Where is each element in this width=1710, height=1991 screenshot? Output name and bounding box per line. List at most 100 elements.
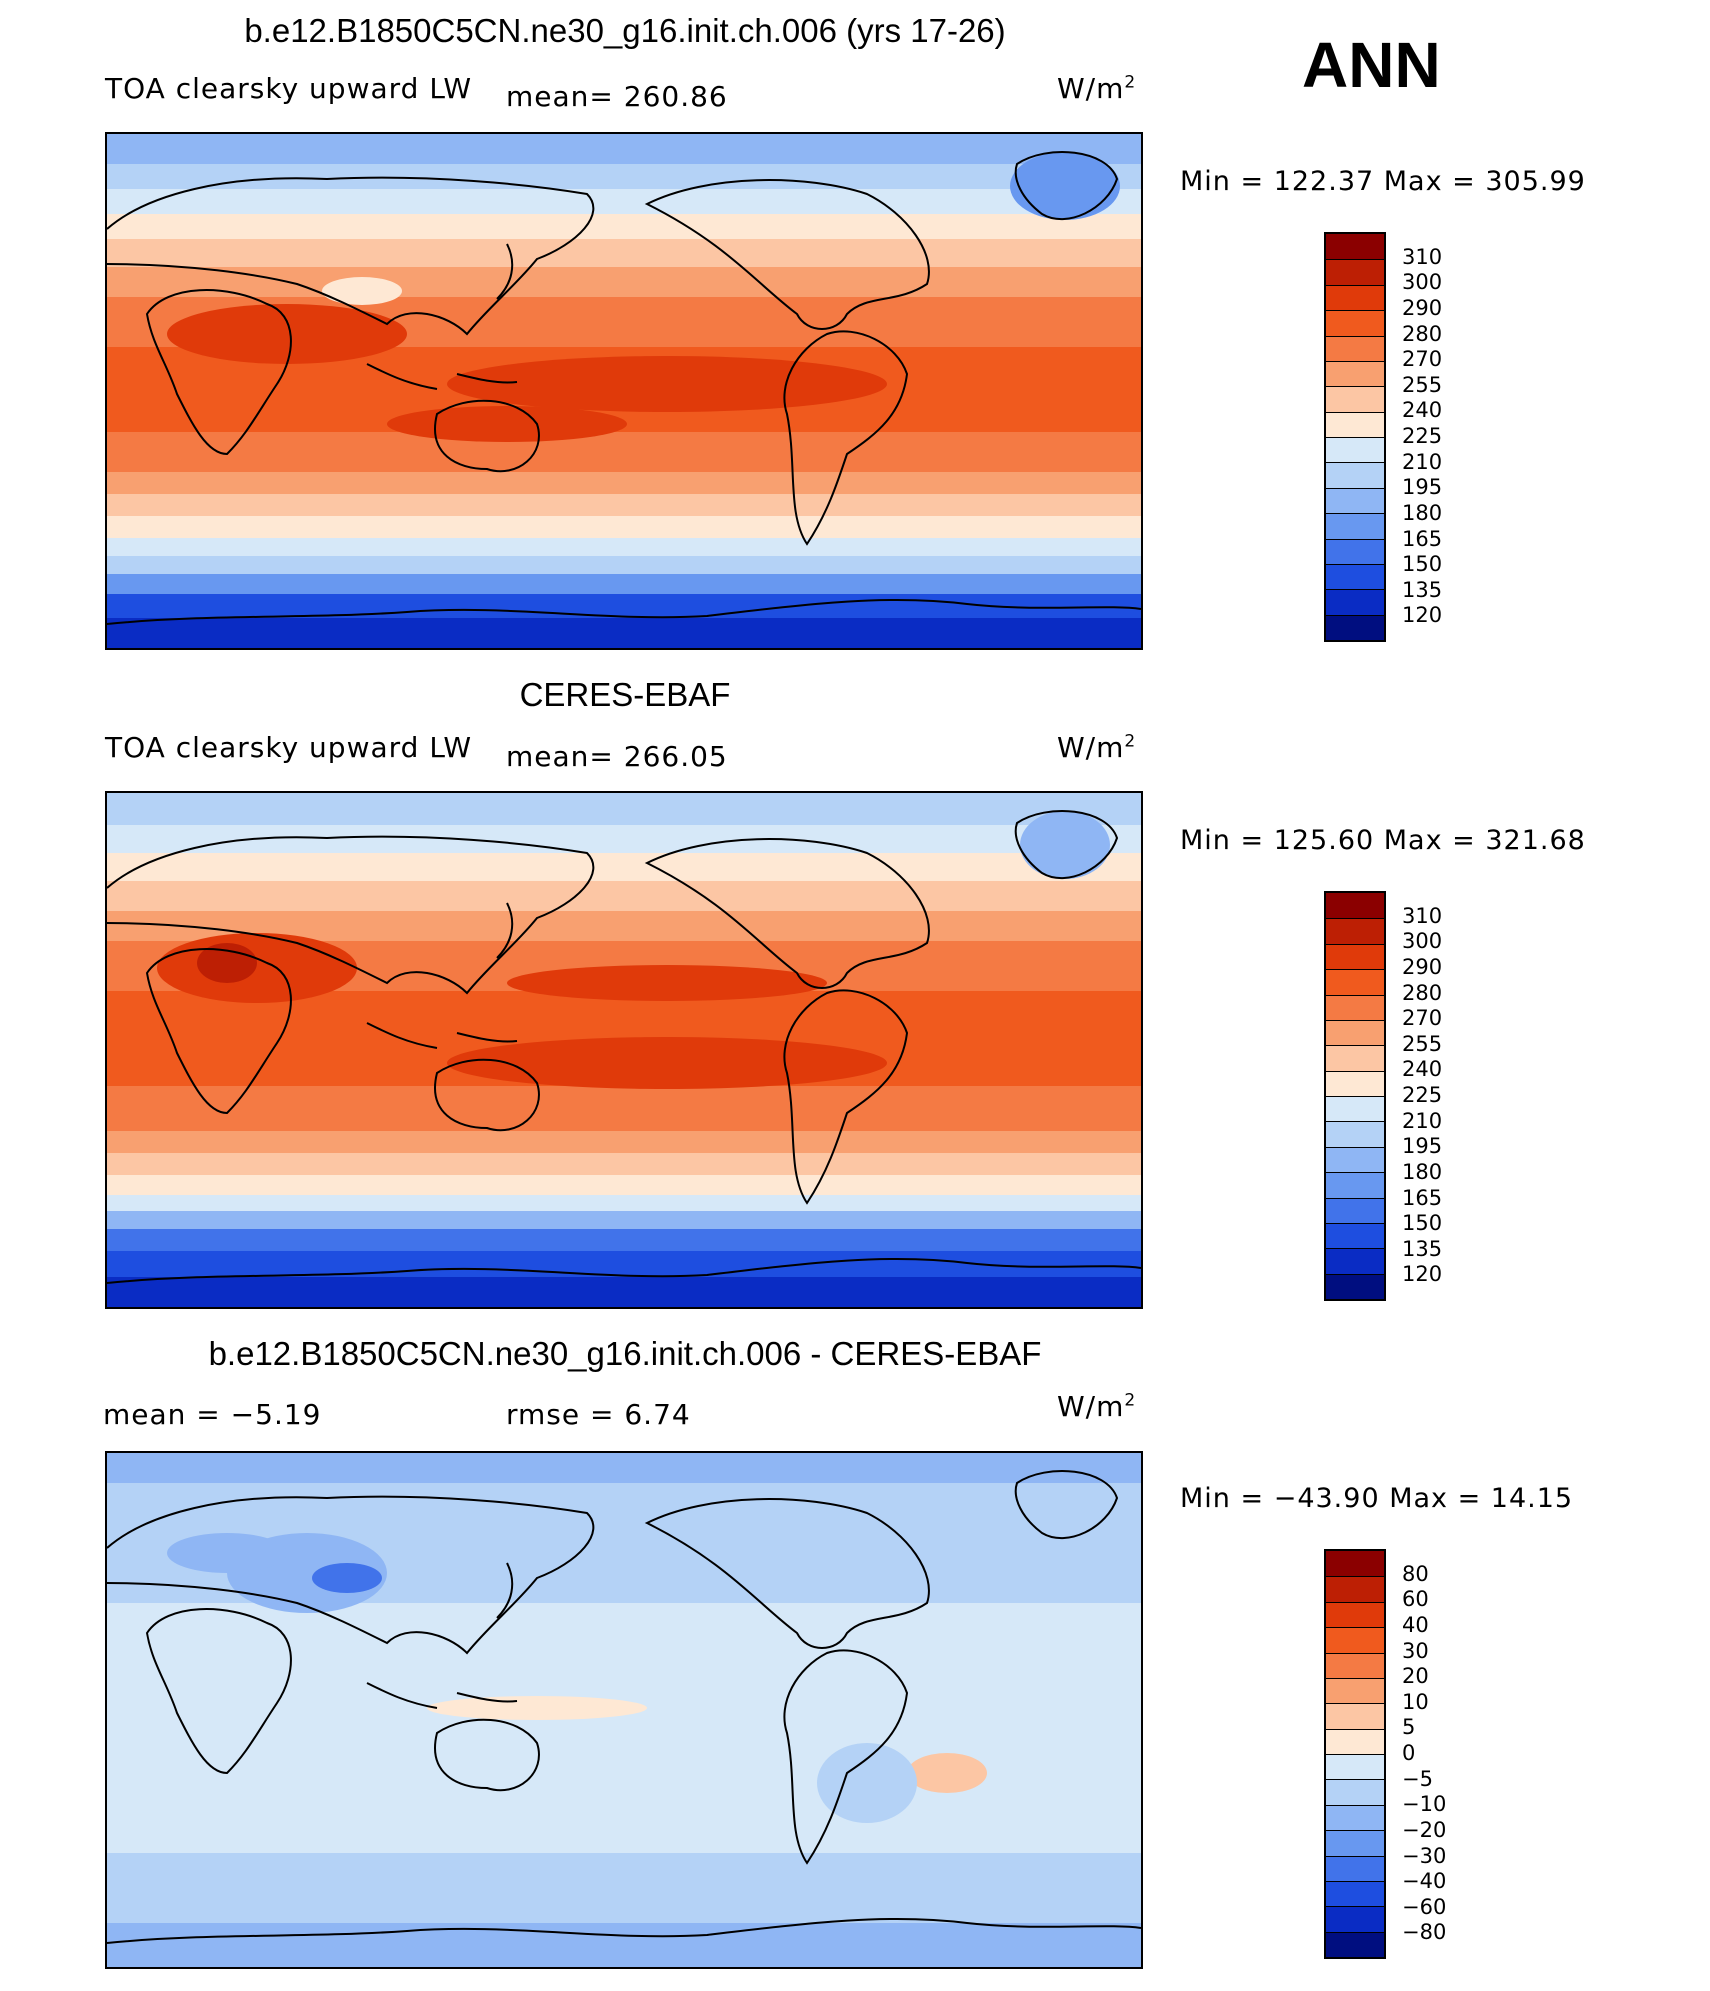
colorbar-segment bbox=[1326, 918, 1384, 944]
colorbar-segment bbox=[1326, 513, 1384, 539]
colorbar-segment bbox=[1326, 1627, 1384, 1653]
colorbar-tick-label: 270 bbox=[1402, 347, 1443, 372]
coastline-eurasia bbox=[107, 835, 595, 995]
colorbar-segment bbox=[1326, 1906, 1384, 1932]
panel3-minmax: Min = −43.90 Max = 14.15 bbox=[1180, 1483, 1574, 1514]
colorbar-tick-label: 210 bbox=[1402, 1108, 1443, 1133]
colorbar-tick-label: 0 bbox=[1402, 1741, 1416, 1765]
colorbar-segment bbox=[1326, 1019, 1384, 1046]
colorbar-segment bbox=[1326, 1931, 1384, 1957]
colorbar-segment bbox=[1326, 411, 1384, 437]
colorbar-tick-label: 180 bbox=[1402, 500, 1443, 525]
coastline-eurasia bbox=[107, 176, 595, 336]
colorbar-tick-label: 10 bbox=[1402, 1689, 1429, 1714]
colorbar-tick-label: 290 bbox=[1402, 295, 1443, 320]
colorbar-tick-label: 240 bbox=[1402, 398, 1443, 423]
colorbar-tick-label: 40 bbox=[1402, 1612, 1429, 1637]
colorbar-tick-label: 135 bbox=[1402, 577, 1443, 602]
colorbar-segment bbox=[1326, 1070, 1384, 1096]
colorbar-tick-label: 225 bbox=[1402, 424, 1443, 448]
panel3-title: b.e12.B1850C5CN.ne30_g16.init.ch.006 - C… bbox=[208, 1335, 1042, 1372]
colorbar-tick-label: 180 bbox=[1402, 1159, 1443, 1184]
coastline-south-america bbox=[783, 1649, 909, 1865]
coastline-greenland bbox=[1014, 810, 1119, 879]
colorbar-segment bbox=[1326, 1677, 1384, 1704]
coastline-antarctica bbox=[107, 1917, 1141, 1944]
colorbar-segment bbox=[1326, 1121, 1384, 1147]
coastline-greenland bbox=[1014, 151, 1119, 220]
colorbar-tick-label: 5 bbox=[1402, 1715, 1416, 1740]
panel2-title: CERES-EBAF bbox=[519, 676, 731, 713]
colorbar-tick-label: −20 bbox=[1402, 1817, 1447, 1842]
colorbar-segment bbox=[1326, 1779, 1384, 1805]
colorbar-segment bbox=[1326, 310, 1384, 336]
colorbar-segment bbox=[1326, 994, 1384, 1020]
coastline-africa bbox=[145, 1608, 292, 1775]
colorbar-segment bbox=[1326, 462, 1384, 488]
colorbar-segment bbox=[1326, 386, 1384, 412]
colorbar-segment bbox=[1326, 1754, 1384, 1780]
panel2-colorbar-labels: 310 300 290 280 270 255 240 225 210 195 180 165 150 1… bbox=[1402, 891, 1482, 1301]
panel1-map bbox=[105, 132, 1143, 650]
colorbar-tick-label: 240 bbox=[1402, 1057, 1443, 1082]
colorbar-tick-label: 300 bbox=[1402, 270, 1443, 295]
colorbar-tick-label: 80 bbox=[1402, 1561, 1429, 1586]
colorbar-segment bbox=[1326, 284, 1384, 311]
colorbar-segment bbox=[1326, 969, 1384, 995]
colorbar-segment bbox=[1326, 1576, 1384, 1602]
colorbar-tick-label: −10 bbox=[1402, 1792, 1447, 1817]
coastline-japan bbox=[496, 1562, 514, 1619]
colorbar-segment bbox=[1326, 893, 1384, 919]
colorbar-segment bbox=[1326, 1880, 1384, 1907]
coastline-greenland bbox=[1014, 1470, 1119, 1539]
colorbar-tick-label: 270 bbox=[1402, 1006, 1443, 1031]
coastline-north-america bbox=[644, 1498, 930, 1649]
colorbar-segment bbox=[1326, 538, 1384, 564]
panel1-colorbar bbox=[1324, 232, 1386, 642]
panel1-minmax: Min = 122.37 Max = 305.99 bbox=[1180, 166, 1586, 197]
colorbar-tick-label: 280 bbox=[1402, 980, 1443, 1005]
colorbar-segment bbox=[1326, 1855, 1384, 1881]
colorbar-segment bbox=[1326, 259, 1384, 285]
colorbar-segment bbox=[1326, 1248, 1384, 1274]
colorbar-segment bbox=[1326, 1222, 1384, 1249]
colorbar-tick-label: 195 bbox=[1402, 1134, 1443, 1159]
coastline-japan bbox=[496, 243, 514, 300]
colorbar-segment bbox=[1326, 1551, 1384, 1577]
coastline-eurasia bbox=[107, 1495, 595, 1655]
panel3-rmse: rmse = 6.74 bbox=[506, 1398, 691, 1431]
panel3-colorbar-labels: 80 60 40 30 20 10 5 0 −5 −10 −20 −30 −40 −60 −80 bbox=[1402, 1549, 1482, 1959]
panel2-minmax: Min = 125.60 Max = 321.68 bbox=[1180, 825, 1586, 856]
coastline-south-america bbox=[783, 330, 909, 546]
coastline-north-america bbox=[644, 838, 930, 989]
colorbar-tick-label: 135 bbox=[1402, 1236, 1443, 1261]
coastline-south-america bbox=[783, 989, 909, 1205]
panel3-mean: mean = −5.19 bbox=[103, 1398, 322, 1431]
colorbar-tick-label: 165 bbox=[1402, 526, 1443, 551]
colorbar-tick-label: −80 bbox=[1402, 1920, 1447, 1945]
panel2-variable-label: TOA clearsky upward LW bbox=[105, 731, 473, 764]
coastline-indonesia bbox=[366, 363, 518, 390]
colorbar-segment bbox=[1326, 943, 1384, 970]
coastline-australia bbox=[434, 1058, 540, 1132]
colorbar-tick-label: 255 bbox=[1402, 1031, 1443, 1056]
colorbar-tick-label: 150 bbox=[1402, 552, 1443, 577]
colorbar-segment bbox=[1326, 437, 1384, 463]
coastline-indonesia bbox=[366, 1022, 518, 1049]
colorbar-segment bbox=[1326, 335, 1384, 361]
colorbar-segment bbox=[1326, 589, 1384, 615]
coastline-africa bbox=[145, 289, 292, 456]
colorbar-tick-label: 255 bbox=[1402, 372, 1443, 397]
colorbar-tick-label: 150 bbox=[1402, 1211, 1443, 1236]
coastline-japan bbox=[496, 902, 514, 959]
panel1-units: W/m2 bbox=[1057, 72, 1137, 105]
colorbar-segment bbox=[1326, 1096, 1384, 1122]
coastline-north-america bbox=[644, 179, 930, 330]
colorbar-tick-label: 290 bbox=[1402, 954, 1443, 979]
panel3-map-svg bbox=[107, 1453, 1141, 1967]
colorbar-tick-label: 120 bbox=[1402, 1262, 1443, 1287]
colorbar-segment bbox=[1326, 487, 1384, 514]
colorbar-segment bbox=[1326, 1172, 1384, 1198]
colorbar-tick-label: 60 bbox=[1402, 1587, 1429, 1612]
colorbar-tick-label: 280 bbox=[1402, 321, 1443, 346]
